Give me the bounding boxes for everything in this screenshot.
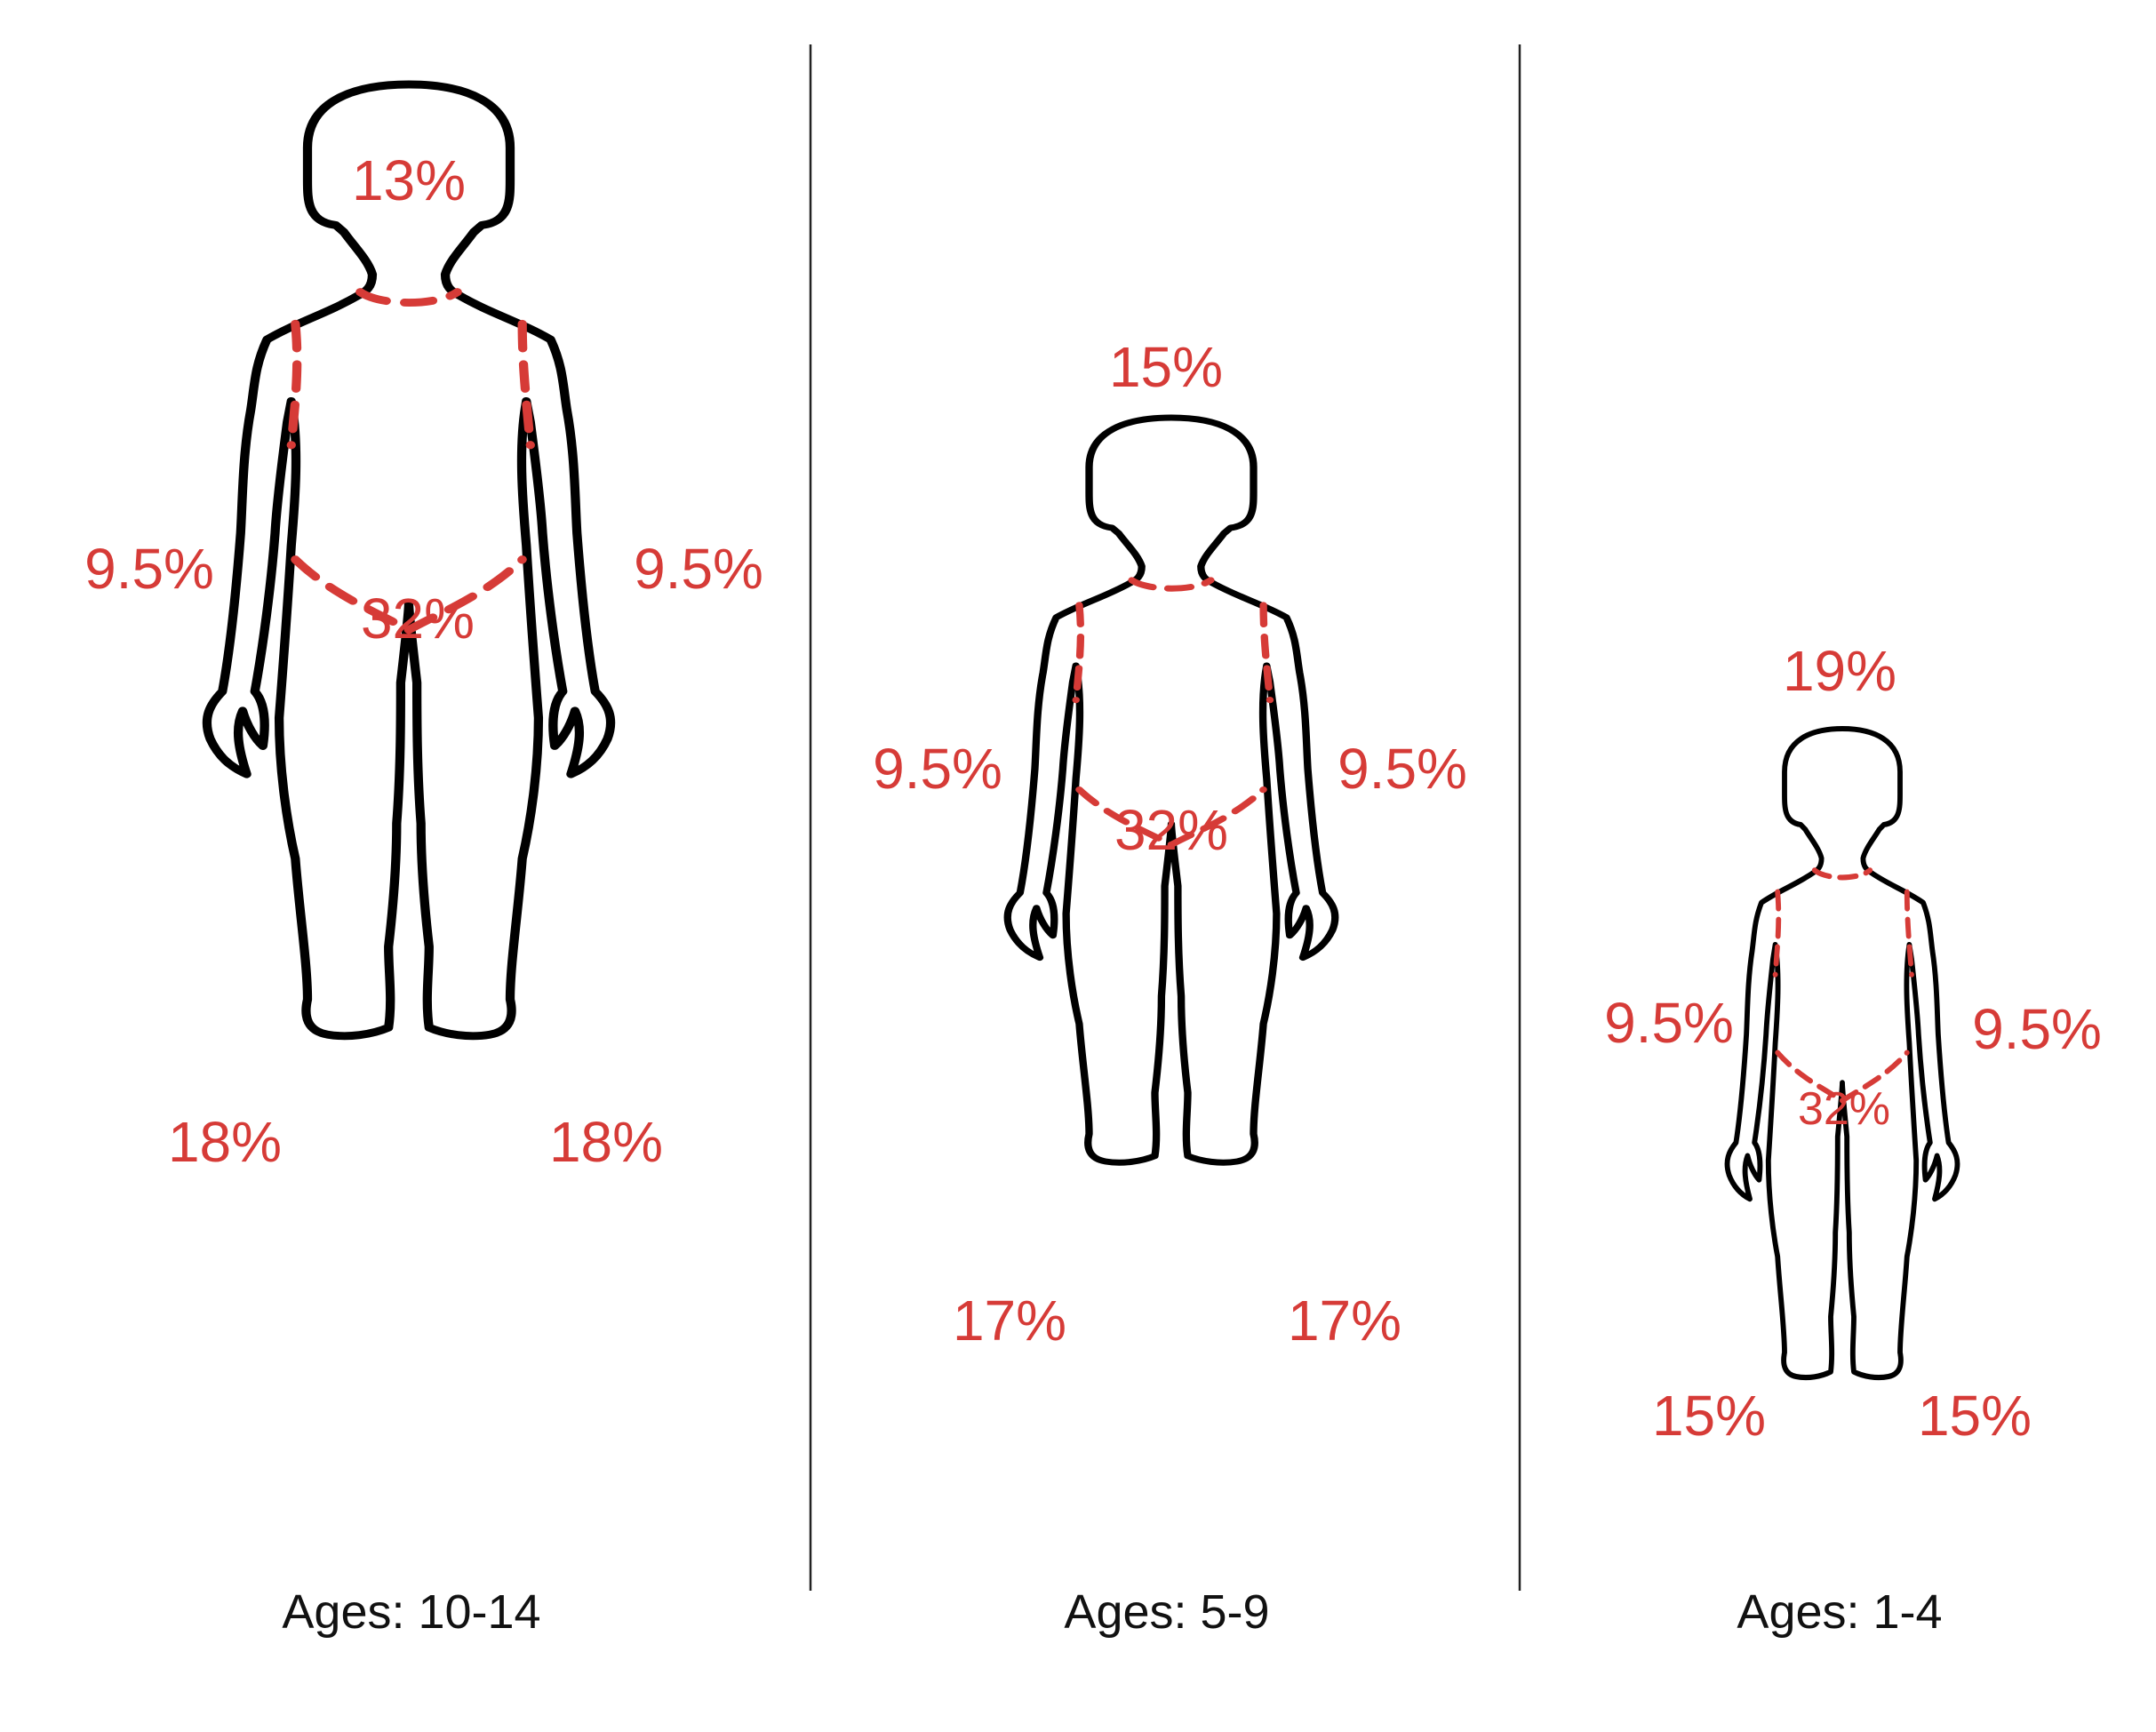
label-leg-left: 15% [1652, 1384, 1766, 1448]
age-label: Ages: 10-14 [282, 1585, 540, 1639]
label-arm-left: 9.5% [84, 537, 214, 601]
label-leg-right: 17% [1288, 1289, 1401, 1353]
figure-ages-5-9: 15% 9.5% 9.5% 32% 17% 17% Ages: 5-9 [873, 335, 1467, 1639]
label-head: 19% [1783, 639, 1896, 703]
age-label: Ages: 5-9 [1064, 1585, 1269, 1639]
figure-ages-10-14: 13% 9.5% 9.5% 32% 18% 18% Ages: 10-14 [84, 84, 763, 1639]
label-leg-right: 15% [1918, 1384, 2032, 1448]
region-boundaries-small [1776, 870, 1912, 1100]
label-arm-right: 9.5% [1338, 737, 1467, 801]
child-silhouette-medium [1008, 418, 1336, 1162]
label-arm-right: 9.5% [634, 537, 763, 601]
label-leg-left: 17% [953, 1289, 1066, 1353]
figure-ages-1-4: 19% 9.5% 9.5% 32% 15% 15% Ages: 1-4 [1604, 639, 2102, 1639]
label-leg-right: 18% [549, 1110, 663, 1174]
child-silhouette-small [1728, 729, 1958, 1377]
label-head: 13% [352, 148, 466, 212]
age-label: Ages: 1-4 [1737, 1585, 1942, 1639]
region-boundaries-large [291, 292, 531, 630]
label-leg-left: 18% [168, 1110, 282, 1174]
label-trunk: 32% [361, 587, 475, 650]
label-arm-left: 9.5% [1604, 991, 1734, 1055]
label-head: 15% [1109, 335, 1223, 399]
label-trunk: 32% [1114, 798, 1228, 862]
label-arm-left: 9.5% [873, 737, 1002, 801]
label-arm-right: 9.5% [1972, 997, 2102, 1061]
child-silhouette-large [207, 84, 611, 1036]
label-trunk: 32% [1798, 1083, 1890, 1135]
